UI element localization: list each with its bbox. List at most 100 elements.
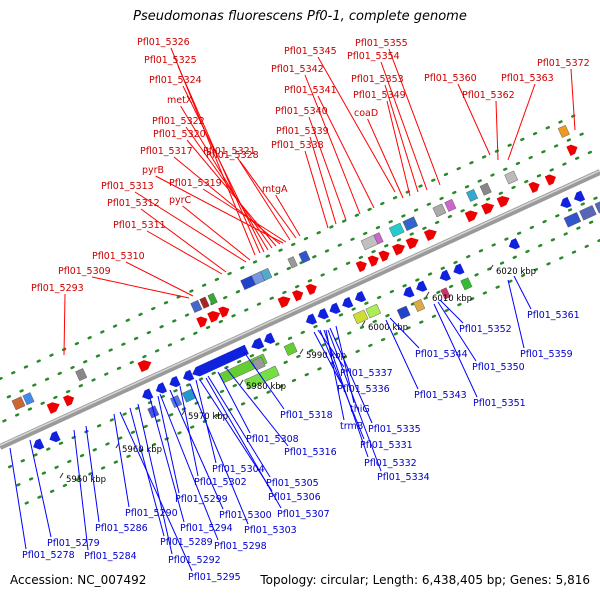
gene-leader-line [317,56,396,193]
gene-leader-line [317,95,375,209]
gene-leader-line [386,100,411,197]
gene-leader-line [380,61,428,191]
gene-feature [413,299,426,312]
gene-label-top: Pfl01_5309 [58,266,111,277]
gene-arrow [62,395,75,407]
gene-arrow [305,283,317,296]
gene-leader-line [329,327,373,424]
gene-leader-line [323,329,369,458]
gene-box [207,292,218,305]
gene-leader-line [157,395,180,494]
gene-label-top: Pfl01_5320 [153,129,206,140]
gene-label-bottom: Pfl01_5350 [472,362,525,373]
gene-box [557,124,570,138]
gene-arrow [137,360,152,373]
gene-label-bottom: Pfl01_5332 [364,458,417,469]
reverse-gene [508,238,521,250]
gene-box [352,309,369,325]
ruler-tick [59,472,64,479]
gene-arrow [439,269,451,281]
gene-label-top: mtgA [262,184,288,195]
gene-arrow [544,174,556,186]
ruler-tick [489,264,494,271]
gene-label-top: Pfl01_5355 [355,38,408,49]
reverse-gene [192,344,249,377]
reverse-gene [329,302,341,314]
gene-label-top: Pfl01_5345 [284,46,337,57]
gene-box [432,203,447,218]
gene-box [298,250,311,264]
gene-arrow [329,302,341,314]
gene-arrow [481,203,495,215]
gene-leader-line [304,74,361,215]
gene-box [190,299,203,313]
gene-box [563,212,582,228]
gene-box [199,296,210,309]
gene-arrow [33,438,45,450]
gene-arrow [453,263,465,275]
gene-arrow [342,296,354,309]
gene-label-bottom: Pfl01_5307 [277,509,330,520]
gene-box [594,199,600,214]
reverse-gene [453,263,465,275]
gene-box [170,395,183,408]
gene-label-bottom: Pfl01_5294 [180,523,233,534]
gene-feature [298,250,311,264]
gene-label-top: Pfl01_5328 [206,150,259,161]
ruler-label: 5990 kbp [306,351,346,361]
gene-label-bottom: Pfl01_5279 [47,538,100,549]
gene-leader-line [217,371,251,434]
gene-leader-line [202,188,287,243]
gene-feature [440,287,451,300]
gene-label-top: pyrC [169,195,192,206]
gene-arrow [292,290,304,302]
gene-feature [352,309,369,325]
gene-label-top: Pfl01_5322 [152,116,205,127]
gene-label-top: Pfl01_5326 [137,37,190,48]
gene-leader-line [507,279,525,349]
gene-feature [75,368,88,382]
gene-leader-line [319,329,365,440]
gene-arrow [403,286,415,298]
gene-arrow [566,144,578,156]
gene-label-bottom: Pfl01_5304 [212,464,265,475]
forward-gene [218,306,230,318]
gene-leader-line [225,367,289,447]
gene-feature [444,198,457,212]
gene-box [181,388,196,403]
gene-box [479,182,492,196]
forward-gene [481,203,495,215]
gene-label-top: Pfl01_5338 [271,140,324,151]
gene-label-bottom: Pfl01_5308 [246,434,299,445]
gene-feature [170,395,183,408]
gene-leader-line [205,377,282,509]
gene-box [22,392,35,406]
gene-leader-line [327,329,382,472]
gene-leader-line [243,351,285,410]
gene-label-bottom: Pfl01_5303 [244,525,297,536]
gene-box [504,170,519,185]
gene-leader-line [155,175,284,244]
gene-arrow [423,229,437,241]
gene-arrow [317,308,329,320]
forward-gene [566,144,578,156]
gene-feature [460,277,473,291]
gene-label-top: Pfl01_5362 [462,90,515,101]
gene-leader-line [29,439,52,538]
gene-box [460,277,473,291]
gene-arrow [508,238,521,250]
reverse-gene [49,430,61,443]
gene-leader-line [182,205,251,261]
gene-feature [557,124,570,138]
gene-leader-line [457,83,491,156]
gene-box [251,356,266,371]
gene-label-bottom: Pfl01_5305 [266,478,319,489]
gene-label-bottom: Pfl01_5352 [459,324,512,335]
gene-feature [402,216,419,232]
gene-arrow [405,237,419,250]
gene-leader-line [9,447,27,550]
gene-leader-line [388,48,441,186]
gene-label-bottom: Pfl01_5298 [214,541,267,552]
reverse-gene [560,196,572,209]
gene-label-top: coaD [354,108,378,119]
